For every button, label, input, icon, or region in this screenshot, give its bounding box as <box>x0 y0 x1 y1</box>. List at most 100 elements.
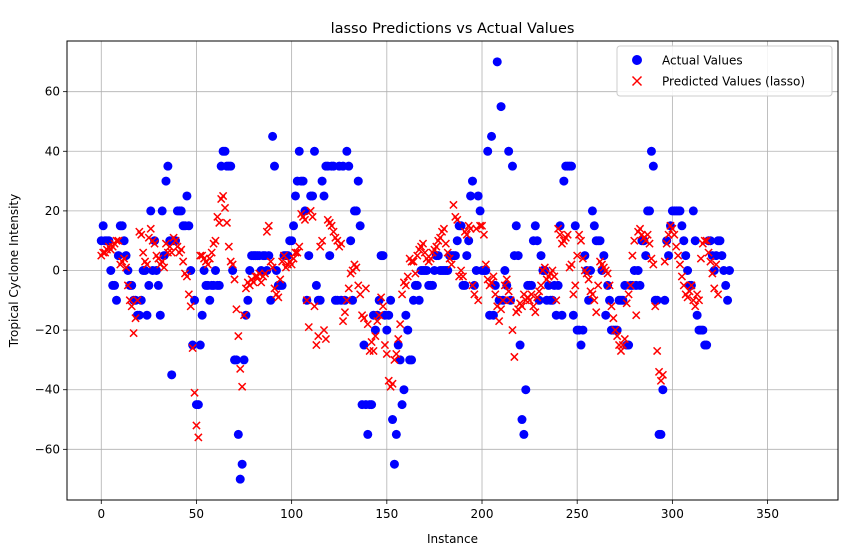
predicted-point <box>409 257 418 266</box>
actual-point <box>235 474 245 484</box>
actual-point <box>167 370 177 380</box>
predicted-point <box>618 340 628 350</box>
predicted-point <box>276 275 285 284</box>
predicted-point <box>611 325 620 335</box>
actual-point <box>195 340 205 350</box>
predicted-point <box>626 281 635 290</box>
actual-point <box>599 251 609 261</box>
predicted-point <box>257 278 266 287</box>
actual-point <box>605 295 615 305</box>
predicted-point <box>534 287 544 296</box>
legend-circle-marker <box>632 55 642 65</box>
predicted-point <box>643 230 652 239</box>
actual-point <box>633 266 643 275</box>
actual-point <box>378 251 388 261</box>
y-tick-label: −20 <box>35 323 60 337</box>
actual-point <box>325 251 335 261</box>
actual-point <box>721 280 731 290</box>
predicted-point <box>392 349 401 359</box>
actual-point <box>662 236 672 246</box>
actual-point <box>372 310 382 320</box>
predicted-point <box>691 302 700 311</box>
actual-point <box>241 310 251 320</box>
actual-point <box>639 236 649 246</box>
predicted-point <box>710 284 719 293</box>
predicted-point <box>302 296 311 305</box>
actual-point <box>182 191 192 201</box>
predicted-point <box>552 296 561 305</box>
actual-point <box>319 191 329 201</box>
predicted-point <box>574 230 584 239</box>
predicted-point <box>310 302 319 311</box>
predicted-point <box>207 248 216 257</box>
predicted-point <box>359 314 369 323</box>
predicted-point <box>186 302 195 311</box>
actual-point <box>570 221 580 231</box>
actual-point <box>475 206 485 216</box>
predicted-point <box>306 206 315 216</box>
actual-point <box>270 161 280 171</box>
actual-point <box>456 221 466 231</box>
actual-point <box>188 340 198 350</box>
predicted-point <box>696 254 706 263</box>
predicted-point <box>321 334 331 344</box>
actual-point <box>237 459 247 469</box>
predicted-point <box>300 215 310 224</box>
actual-point <box>243 295 253 305</box>
predicted-point <box>411 269 420 278</box>
predicted-point <box>342 296 351 305</box>
actual-point <box>496 102 506 112</box>
predicted-point <box>142 260 152 269</box>
predicted-point <box>397 290 407 299</box>
actual-point <box>290 191 300 201</box>
predicted-point <box>114 236 123 245</box>
actual-point <box>367 400 377 410</box>
actual-point <box>214 280 224 290</box>
predicted-point <box>668 224 677 233</box>
actual-point <box>287 236 297 246</box>
actual-point <box>412 280 422 290</box>
actual-point <box>492 57 502 67</box>
actual-point <box>422 266 432 275</box>
predicted-point <box>213 212 222 221</box>
predicted-point <box>369 346 378 356</box>
actual-point <box>452 236 462 246</box>
predicted-point <box>220 203 230 213</box>
predicted-point <box>628 251 637 260</box>
actual-point <box>193 400 203 410</box>
predicted-point <box>344 284 353 293</box>
predicted-point <box>274 293 283 302</box>
predicted-point <box>112 236 121 245</box>
actual-point <box>340 295 350 305</box>
predicted-point <box>184 290 193 299</box>
predicted-point <box>578 254 588 263</box>
predicted-point <box>673 251 683 260</box>
predicted-point <box>373 317 382 326</box>
predicted-point <box>426 254 435 263</box>
predicted-point <box>215 218 224 227</box>
predicted-point <box>647 254 656 263</box>
actual-point <box>277 280 287 290</box>
predicted-point <box>137 230 146 239</box>
predicted-point <box>238 382 247 391</box>
actual-point <box>111 295 121 305</box>
predicted-point <box>700 236 709 245</box>
actual-point <box>487 131 497 141</box>
actual-point <box>462 251 472 261</box>
predicted-point <box>270 284 279 293</box>
x-axis-label: Instance <box>427 532 478 546</box>
predicted-point <box>704 248 713 257</box>
predicted-point <box>371 331 380 341</box>
predicted-point <box>382 349 391 359</box>
y-tick-label: 60 <box>45 85 60 99</box>
predicted-point <box>192 421 201 430</box>
actual-point <box>589 221 599 231</box>
predicted-point <box>563 230 572 239</box>
predicted-point <box>675 260 685 269</box>
predicted-point <box>418 239 428 248</box>
actual-point <box>540 266 550 275</box>
predicted-point <box>239 311 249 320</box>
actual-point <box>414 295 424 305</box>
legend: Actual Values Predicted Values (lasso) <box>616 45 833 97</box>
actual-point <box>342 146 352 156</box>
